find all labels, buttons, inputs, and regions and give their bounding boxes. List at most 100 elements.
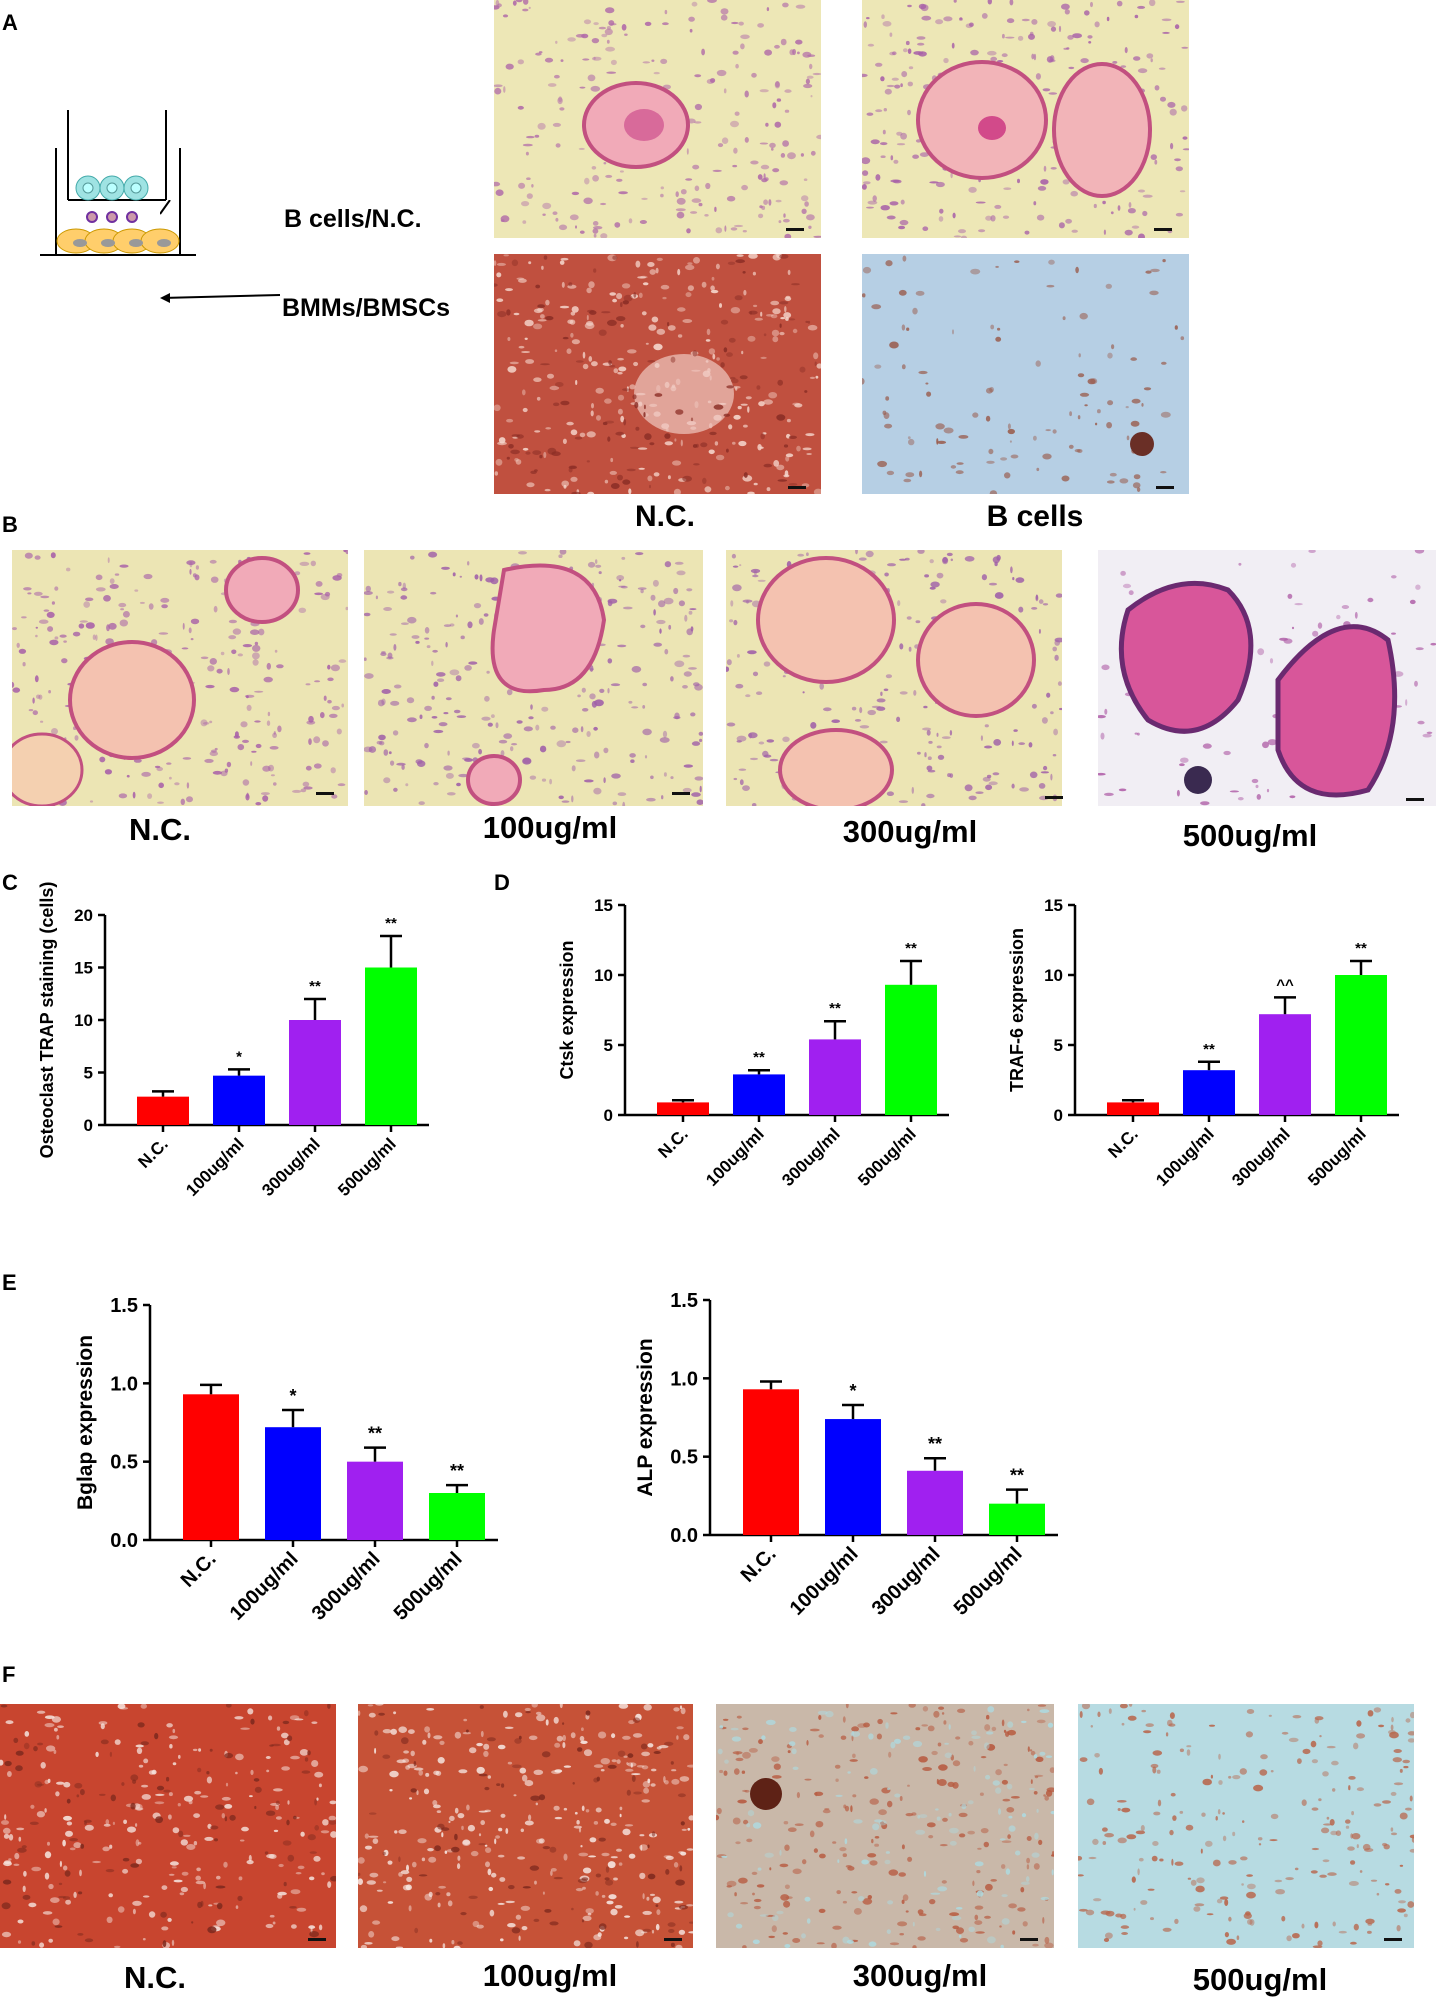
x-tick-label: 100ug/ml xyxy=(182,1134,248,1200)
micrograph-a-bcell-trap xyxy=(862,0,1189,238)
x-tick-label: 500ug/ml xyxy=(854,1124,920,1190)
micrograph-f-100 xyxy=(358,1704,693,1948)
significance-mark: ** xyxy=(368,1424,382,1444)
scale-bar xyxy=(1020,1938,1038,1941)
caption-f-100: 100ug/ml xyxy=(482,1958,618,1993)
scale-bar xyxy=(308,1938,326,1941)
panel-letter-f: F xyxy=(2,1662,16,1687)
y-tick-label: 15 xyxy=(1044,896,1063,915)
y-tick-label: 1.5 xyxy=(670,1290,698,1312)
caption-f-500: 500ug/ml xyxy=(1192,1962,1328,1997)
x-tick-label: N.C. xyxy=(177,1548,221,1592)
caption-b-nc: N.C. xyxy=(129,812,191,847)
significance-mark: ** xyxy=(385,915,397,932)
x-tick-label: N.C. xyxy=(737,1543,781,1587)
caption-a-nc: N.C. xyxy=(635,500,695,533)
panel-letter-e: E xyxy=(2,1270,17,1295)
schematic-arrows xyxy=(160,200,281,303)
chart-svg: 0 5 10 15 Ctsk expression N.C. ** 100ug/ml ** 300… xyxy=(557,896,949,1190)
y-tick-label: 0.5 xyxy=(110,1452,138,1474)
micrograph-a-bcell-alizarin xyxy=(862,254,1189,494)
panel-letter-b: B xyxy=(2,512,18,537)
caption-a-bcells: B cells xyxy=(986,500,1084,533)
bar xyxy=(989,1503,1045,1535)
bar xyxy=(137,1096,189,1125)
chart-svg: 0 5 10 15 TRAF-6 expression N.C. ** 100ug/ml ^^ 3… xyxy=(1007,896,1399,1190)
x-tick-label: 500ug/ml xyxy=(950,1543,1027,1620)
significance-mark: * xyxy=(236,1048,242,1065)
significance-mark: ** xyxy=(753,1049,765,1066)
lower-chamber-label: BMMs/BMSCs xyxy=(282,294,451,322)
panel-letter-c: C xyxy=(2,870,18,895)
bar xyxy=(1335,975,1387,1115)
x-tick-label: 300ug/ml xyxy=(1228,1124,1294,1190)
chart-svg: 0 5 10 15 20 Osteoclast TRAP staining (cells)… xyxy=(37,882,429,1200)
upper-chamber-label: B cells/N.C. xyxy=(284,205,422,233)
bar xyxy=(743,1389,799,1535)
x-tick-label: 100ug/ml xyxy=(226,1548,303,1625)
bar xyxy=(1183,1070,1235,1115)
y-tick-label: 5 xyxy=(604,1036,613,1055)
bar xyxy=(825,1419,881,1535)
significance-mark: * xyxy=(289,1386,296,1406)
panel-letter-a: A xyxy=(2,10,18,35)
micrograph-b-nc xyxy=(12,550,348,806)
y-tick-label: 20 xyxy=(74,906,93,925)
significance-mark: ** xyxy=(905,940,917,957)
chart-d-ctsk: 0 5 10 15 Ctsk expression N.C. ** 100ug/ml ** 300… xyxy=(540,890,949,1230)
bar xyxy=(213,1075,265,1125)
micrograph-f-500 xyxy=(1078,1704,1414,1948)
chart-e-alp: 0.0 0.5 1.0 1.5 ALP expression N.C. * 100ug/ml *… xyxy=(620,1285,1080,1665)
transwell-diagram xyxy=(40,110,196,256)
scale-bar xyxy=(316,792,334,795)
y-tick-label: 0 xyxy=(84,1116,93,1135)
y-tick-label: 5 xyxy=(84,1063,93,1082)
y-tick-label: 1.5 xyxy=(110,1295,138,1317)
y-tick-label: 1.0 xyxy=(110,1373,138,1395)
micrograph-a-nc-trap xyxy=(494,0,821,238)
significance-mark: ** xyxy=(928,1434,942,1454)
bar xyxy=(1107,1102,1159,1115)
micrograph-b-500 xyxy=(1098,550,1436,806)
bar xyxy=(289,1020,341,1125)
micrograph-f-nc xyxy=(0,1704,336,1948)
y-tick-label: 0 xyxy=(1054,1106,1063,1125)
significance-mark: ** xyxy=(450,1461,464,1481)
bar xyxy=(657,1102,709,1115)
y-axis-label: TRAF-6 expression xyxy=(1007,928,1027,1092)
chart-e-bglap: 0.0 0.5 1.0 1.5 Bglap expression N.C. * 100ug/m… xyxy=(60,1290,520,1670)
panel-letter-d: D xyxy=(494,870,510,895)
bar xyxy=(183,1394,239,1540)
x-tick-label: 100ug/ml xyxy=(786,1543,863,1620)
x-tick-label: 300ug/ml xyxy=(778,1124,844,1190)
chart-c: 0 5 10 15 20 Osteoclast TRAP staining (cells)… xyxy=(20,882,480,1240)
scale-bar xyxy=(664,1938,682,1941)
bar xyxy=(907,1470,963,1535)
y-tick-label: 5 xyxy=(1054,1036,1063,1055)
bar xyxy=(809,1039,861,1115)
micrograph-a-nc-alizarin xyxy=(494,254,821,494)
scale-bar xyxy=(1384,1938,1402,1941)
bar xyxy=(733,1074,785,1115)
x-tick-label: N.C. xyxy=(654,1124,691,1161)
y-tick-label: 1.0 xyxy=(670,1368,698,1390)
x-tick-label: N.C. xyxy=(1104,1124,1141,1161)
y-axis-label: ALP expression xyxy=(634,1338,657,1496)
y-tick-label: 10 xyxy=(74,1011,93,1030)
y-tick-label: 15 xyxy=(594,896,613,915)
x-tick-label: 500ug/ml xyxy=(390,1548,467,1625)
y-tick-label: 0.0 xyxy=(110,1530,138,1552)
caption-b-500: 500ug/ml xyxy=(1182,818,1318,853)
bar xyxy=(365,967,417,1125)
x-tick-label: 300ug/ml xyxy=(308,1548,385,1625)
scale-bar xyxy=(786,228,804,231)
scale-bar xyxy=(672,792,690,795)
scale-bar xyxy=(1154,228,1172,231)
bar xyxy=(265,1427,321,1540)
x-tick-label: 100ug/ml xyxy=(702,1124,768,1190)
scale-bar xyxy=(1406,798,1424,801)
micrograph-b-100 xyxy=(364,550,703,806)
scale-bar xyxy=(1156,486,1174,489)
bar xyxy=(347,1461,403,1540)
significance-mark: ** xyxy=(1355,940,1367,957)
